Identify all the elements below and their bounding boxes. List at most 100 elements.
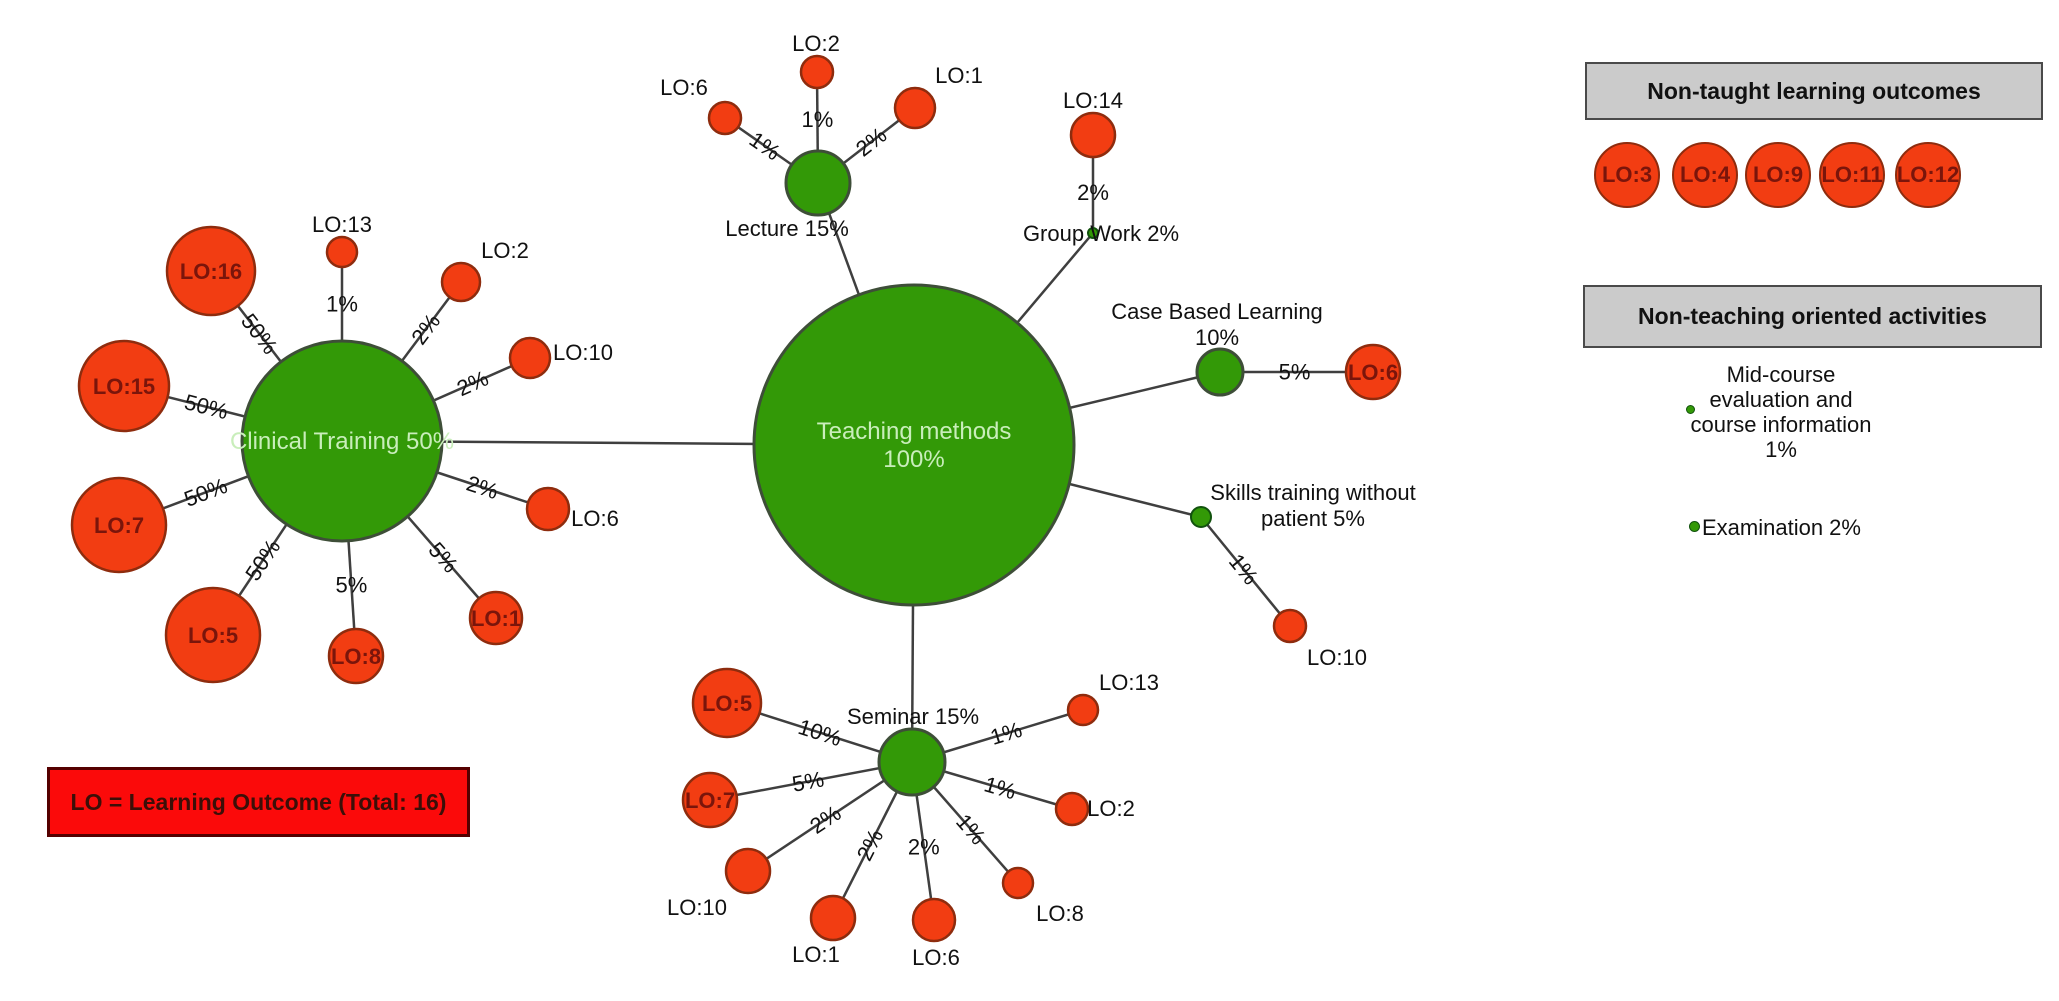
node-label-lo13: LO:13 <box>312 212 372 237</box>
node-lec_lo6 <box>707 100 743 136</box>
node-label-sem_lo8: LO:8 <box>1036 901 1084 926</box>
node-label-cbl_lo6: LO:6 <box>1348 360 1398 385</box>
node-lo16 <box>165 225 257 317</box>
node-label-lecture: Lecture 15% <box>725 216 849 241</box>
non-taught-lo11-circle: LO:11 <box>1819 142 1885 208</box>
node-label-seminar: Seminar 15% <box>847 704 979 729</box>
node-label-skills_lo10: LO:10 <box>1307 645 1367 670</box>
node-label-lo15: LO:15 <box>93 374 155 399</box>
edge-label-clinical-lo5: 50% <box>240 535 285 586</box>
examination-activity-label: Examination 2% <box>1702 515 1861 540</box>
node-label-sem_lo13: LO:13 <box>1099 670 1159 695</box>
node-lo13 <box>325 235 359 269</box>
non-teaching-panel-title-text: Non-teaching oriented activities <box>1638 303 1987 329</box>
edge-label-clinical-lo15: 50% <box>182 389 231 424</box>
node-label-teaching: Teaching methods 100% <box>817 418 1012 473</box>
node-label-sem_lo6: LO:6 <box>912 945 960 970</box>
edge-label-lecture-lec_lo1: 2% <box>851 122 891 161</box>
edge-label-seminar-sem_lo5: 10% <box>795 714 845 751</box>
mid-course-line-1: Mid-course <box>1726 362 1836 387</box>
legend-box: LO = Learning Outcome (Total: 16) <box>47 767 470 837</box>
node-sem_lo10 <box>724 847 772 895</box>
node-lo14 <box>1069 111 1117 159</box>
node-groupwork <box>1087 227 1099 239</box>
node-lo7 <box>70 476 168 574</box>
mid-course-dot <box>1686 405 1695 414</box>
edge-label-lecture-lec_lo2: 1% <box>802 107 834 132</box>
edge-label-seminar-sem_lo10: 2% <box>805 800 845 838</box>
node-label-lo5: LO:5 <box>188 623 238 648</box>
node-sem_lo8 <box>1001 866 1035 900</box>
node-label-groupwork: Group Work 2% <box>1023 221 1179 246</box>
edge-label-skills-skills_lo10: 1% <box>1224 549 1263 589</box>
edge-label-clinical-clin_lo2: 2% <box>406 309 445 349</box>
mid-course-line-4: 1% <box>1765 437 1797 462</box>
edge-label-clinical-clin_lo6: 2% <box>463 471 501 505</box>
non-taught-lo4-label: LO:4 <box>1679 162 1731 187</box>
non-taught-lo9-label: LO:9 <box>1752 162 1804 187</box>
node-clin_lo2 <box>440 261 482 303</box>
node-teaching <box>752 283 1076 607</box>
node-cbl <box>1195 347 1245 397</box>
node-label-lo8: LO:8 <box>331 644 381 669</box>
non-taught-lo11-label: LO:11 <box>1821 162 1883 187</box>
node-label-lo16: LO:16 <box>180 259 242 284</box>
node-lec_lo2 <box>799 54 835 90</box>
mid-course-line-2: evaluation and <box>1709 387 1853 412</box>
node-sem_lo6 <box>911 897 957 943</box>
node-label-sem_lo2: LO:2 <box>1087 796 1135 821</box>
node-label-cbl: Case Based Learning 10% <box>1111 299 1323 350</box>
edge-label-cbl-cbl_lo6: 5% <box>1279 360 1311 385</box>
node-lo15 <box>77 339 171 433</box>
node-label-sem_lo7: LO:7 <box>685 788 735 813</box>
node-label-sem_lo1: LO:1 <box>792 942 840 967</box>
node-label-clin_lo10: LO:10 <box>553 340 613 365</box>
node-label-lec_lo6: LO:6 <box>660 75 708 100</box>
node-label-lo7: LO:7 <box>94 513 144 538</box>
node-label-lec_lo2: LO:2 <box>792 31 840 56</box>
non-taught-lo9-circle: LO:9 <box>1745 142 1811 208</box>
node-label-clin_lo1: LO:1 <box>471 606 521 631</box>
non-taught-lo12-circle: LO:12 <box>1895 142 1961 208</box>
examination-label-text: Examination 2% <box>1702 515 1861 540</box>
node-sem_lo13 <box>1066 693 1100 727</box>
node-sem_lo5 <box>691 667 763 739</box>
legend-text: LO = Learning Outcome (Total: 16) <box>70 788 447 815</box>
node-clinical <box>240 339 444 543</box>
node-clin_lo1 <box>468 590 524 646</box>
nodes-layer <box>70 54 1402 943</box>
edge-label-clinical-lo7: 50% <box>181 473 231 512</box>
edge-label-seminar-sem_lo7: 5% <box>790 766 826 796</box>
node-seminar <box>877 727 947 797</box>
node-clin_lo6 <box>525 486 571 532</box>
edge-label-lecture-lec_lo6: 1% <box>745 127 785 166</box>
non-taught-panel-title: Non-taught learning outcomes <box>1585 62 2043 120</box>
node-sem_lo2 <box>1054 791 1090 827</box>
node-label-clinical: Clinical Training 50% <box>230 428 454 455</box>
edge-label-seminar-sem_lo1: 2% <box>852 825 889 865</box>
non-taught-panel-title-text: Non-taught learning outcomes <box>1647 77 1981 104</box>
edge-label-clinical-lo16: 50% <box>236 309 283 359</box>
non-teaching-panel-title: Non-teaching oriented activities <box>1583 285 2042 348</box>
node-label-lo14: LO:14 <box>1063 88 1123 113</box>
non-taught-lo4-circle: LO:4 <box>1672 142 1738 208</box>
edge-label-groupwork-lo14: 2% <box>1077 180 1109 205</box>
node-label-sem_lo10: LO:10 <box>667 895 727 920</box>
edge-skills-skills_lo10 <box>1200 516 1291 627</box>
node-label-clin_lo6: LO:6 <box>571 506 619 531</box>
node-label-lec_lo1: LO:1 <box>935 63 983 88</box>
non-taught-lo3-label: LO:3 <box>1601 162 1653 187</box>
node-lecture <box>784 149 852 217</box>
node-lo5 <box>164 586 262 684</box>
node-skills_lo10 <box>1272 608 1308 644</box>
node-lo8 <box>327 627 385 685</box>
node-skills <box>1190 506 1212 528</box>
edge-label-clinical-lo8: 5% <box>335 572 367 597</box>
edge-label-seminar-sem_lo6: 2% <box>908 834 940 859</box>
node-clin_lo10 <box>508 336 552 380</box>
edge-label-clinical-lo13: 1% <box>326 292 358 317</box>
node-label-skills: Skills training without patient 5% <box>1210 480 1415 531</box>
edge-label-seminar-sem_lo13: 1% <box>987 717 1025 750</box>
